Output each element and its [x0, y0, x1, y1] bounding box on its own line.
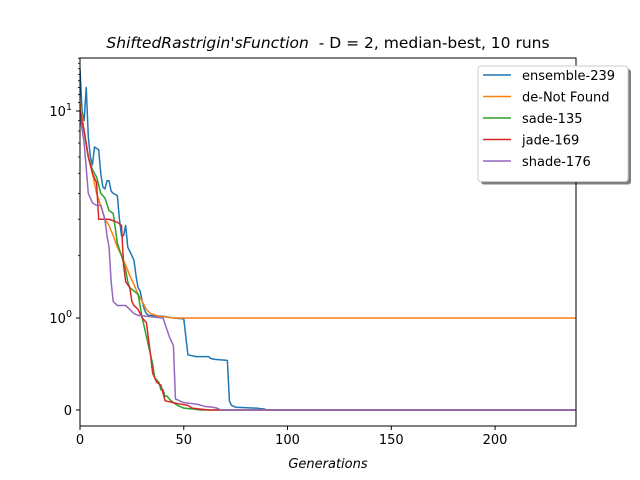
chart-title-rest: - D = 2, median-best, 10 runs	[309, 34, 550, 52]
x-axis: 0 50 100 150 200	[76, 426, 508, 448]
y-tick-label: 101	[49, 102, 72, 120]
plot-area	[79, 57, 577, 427]
legend-label: jade-169	[521, 134, 579, 149]
y-tick-label: 100	[49, 309, 72, 327]
legend-label: sade-135	[522, 112, 583, 127]
series-line-shade-176	[80, 115, 576, 411]
x-tick-label: 0	[76, 433, 84, 448]
x-tick-label: 150	[379, 433, 404, 448]
y-axis: 0 100 101	[49, 57, 80, 419]
series-line-jade-169	[80, 110, 576, 411]
plot-frame	[79, 57, 577, 427]
legend-label: ensemble-239	[522, 69, 615, 84]
x-tick-label: 200	[483, 433, 508, 448]
chart-title-function: ShiftedRastrigin'sFunction	[106, 34, 308, 52]
legend-label: de-Not Found	[522, 91, 610, 106]
y-tick-label: 0	[64, 404, 72, 419]
legend-box	[477, 65, 629, 182]
x-tick-label: 50	[175, 433, 192, 448]
series-layer	[80, 68, 576, 411]
chart-title: ShiftedRastrigin'sFunction - D = 2, medi…	[106, 34, 549, 52]
legend-label: shade-176	[522, 155, 591, 170]
legend: ensemble-239 de-Not Found sade-135 jade-169…	[477, 65, 631, 185]
series-line-ensemble-239	[80, 68, 576, 411]
x-tick-label: 100	[275, 433, 300, 448]
x-axis-label: Generations	[288, 457, 368, 472]
